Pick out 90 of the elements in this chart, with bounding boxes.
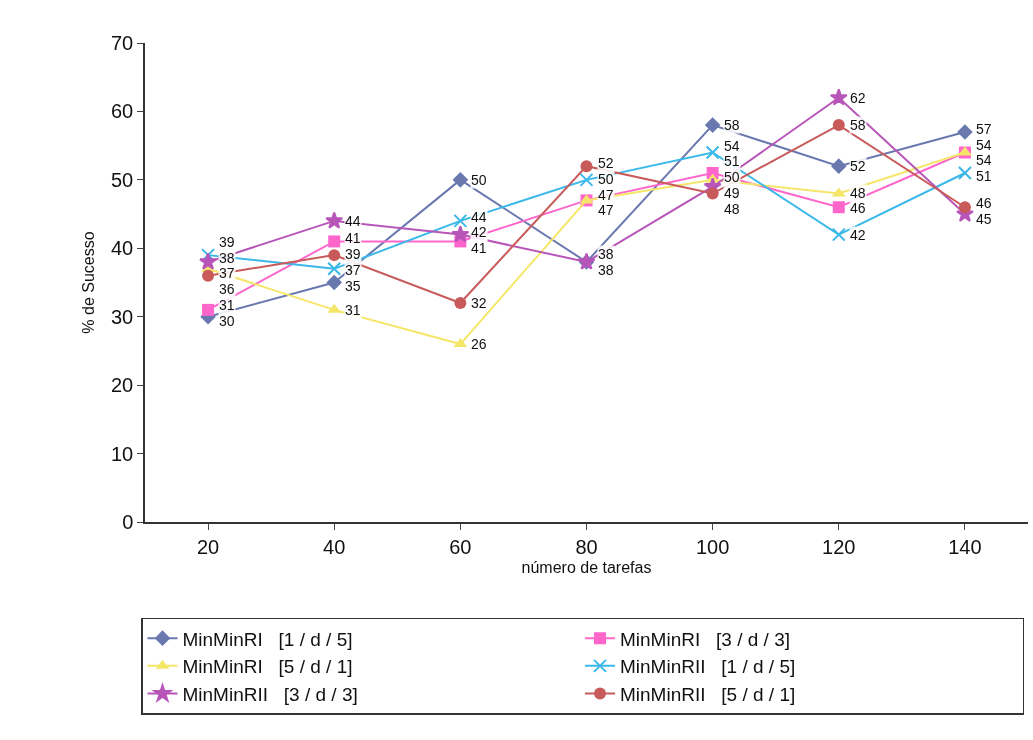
data-label: 54 bbox=[976, 137, 992, 153]
data-label: 37 bbox=[219, 265, 235, 281]
data-label: 26 bbox=[471, 336, 487, 352]
y-tick-label: 60 bbox=[111, 100, 134, 123]
x-tick-label: 80 bbox=[575, 535, 598, 558]
y-axis-title: % de Sucesso bbox=[80, 231, 98, 334]
point bbox=[829, 88, 848, 106]
point bbox=[199, 252, 218, 270]
data-label: 62 bbox=[850, 90, 866, 106]
data-label: 48 bbox=[850, 185, 866, 201]
point bbox=[580, 160, 593, 173]
data-label: 32 bbox=[471, 295, 487, 311]
data-label: 38 bbox=[598, 262, 614, 278]
data-label: 30 bbox=[219, 313, 235, 329]
y-tick-label: 30 bbox=[111, 305, 134, 328]
x-tick-label: 140 bbox=[948, 535, 982, 558]
point bbox=[830, 158, 847, 174]
data-label: 49 bbox=[724, 185, 740, 201]
y-tick-label: 40 bbox=[111, 237, 134, 260]
point bbox=[957, 124, 973, 140]
data-label: 54 bbox=[724, 138, 740, 154]
data-label: 47 bbox=[598, 202, 614, 218]
data-label: 58 bbox=[724, 117, 740, 133]
legend-label: MinMinRI [1 / d / 5] bbox=[182, 628, 353, 650]
data-label: 46 bbox=[976, 195, 992, 211]
point bbox=[327, 261, 342, 276]
data-label: 57 bbox=[976, 121, 992, 137]
data-label: 46 bbox=[850, 200, 866, 216]
x-tick-label: 60 bbox=[449, 535, 472, 558]
point bbox=[579, 172, 594, 187]
point bbox=[832, 201, 845, 214]
data-label: 52 bbox=[850, 158, 866, 174]
point bbox=[326, 274, 343, 291]
legend-label: MinMinRII [3 / d / 3] bbox=[182, 683, 358, 705]
legend-label: MinMinRI [5 / d / 1] bbox=[182, 656, 353, 678]
data-label: 52 bbox=[598, 155, 614, 171]
data-label: 47 bbox=[598, 187, 614, 203]
data-label: 42 bbox=[471, 224, 487, 240]
data-label: 39 bbox=[219, 234, 235, 250]
data-label: 31 bbox=[219, 297, 235, 313]
point bbox=[705, 145, 720, 160]
point bbox=[451, 225, 470, 243]
x-tick-label: 100 bbox=[695, 535, 730, 558]
data-label: 50 bbox=[471, 172, 487, 188]
y-tick-label: 10 bbox=[111, 442, 134, 465]
data-label: 45 bbox=[976, 211, 992, 227]
data-label: 42 bbox=[850, 227, 866, 243]
point bbox=[832, 119, 845, 132]
point bbox=[453, 213, 468, 228]
point bbox=[328, 249, 341, 262]
y-tick-label: 0 bbox=[122, 511, 134, 533]
point bbox=[831, 227, 846, 242]
data-label: 51 bbox=[724, 153, 740, 169]
data-label: 51 bbox=[976, 168, 992, 184]
x-tick-label: 20 bbox=[196, 535, 220, 558]
point bbox=[452, 172, 469, 188]
point bbox=[325, 211, 344, 229]
y-tick-label: 20 bbox=[111, 374, 134, 397]
y-tick-label: 50 bbox=[111, 168, 134, 191]
data-label: 38 bbox=[219, 250, 235, 266]
data-label: 37 bbox=[345, 262, 361, 278]
data-label: 58 bbox=[850, 117, 866, 133]
data-label: 41 bbox=[345, 230, 361, 246]
point bbox=[454, 297, 467, 310]
data-label: 44 bbox=[471, 209, 487, 225]
point bbox=[957, 166, 972, 181]
data-label: 38 bbox=[598, 246, 614, 262]
legend-label: MinMinRI [3 / d / 3] bbox=[620, 628, 790, 650]
data-label: 50 bbox=[598, 171, 614, 187]
x-axis-title: número de tarefas bbox=[521, 558, 652, 576]
data-label: 31 bbox=[345, 302, 361, 318]
point bbox=[958, 201, 971, 214]
data-label: 44 bbox=[345, 213, 361, 229]
data-label: 36 bbox=[219, 281, 235, 297]
legend-label: MinMinRII [5 / d / 1] bbox=[620, 683, 796, 705]
y-tick-label: 70 bbox=[111, 32, 134, 54]
point bbox=[328, 235, 341, 248]
data-label: 35 bbox=[345, 278, 361, 294]
x-tick-label: 120 bbox=[822, 535, 856, 558]
data-label: 41 bbox=[471, 240, 487, 256]
point bbox=[706, 187, 719, 200]
x-tick-label: 40 bbox=[323, 535, 346, 558]
point bbox=[202, 303, 215, 316]
data-label: 54 bbox=[976, 152, 992, 168]
point bbox=[704, 117, 721, 133]
data-label: 50 bbox=[724, 169, 740, 185]
data-label: 39 bbox=[345, 246, 361, 262]
data-label: 48 bbox=[724, 201, 740, 217]
point bbox=[202, 269, 215, 282]
legend-label: MinMinRII [1 / d / 5] bbox=[620, 656, 796, 678]
